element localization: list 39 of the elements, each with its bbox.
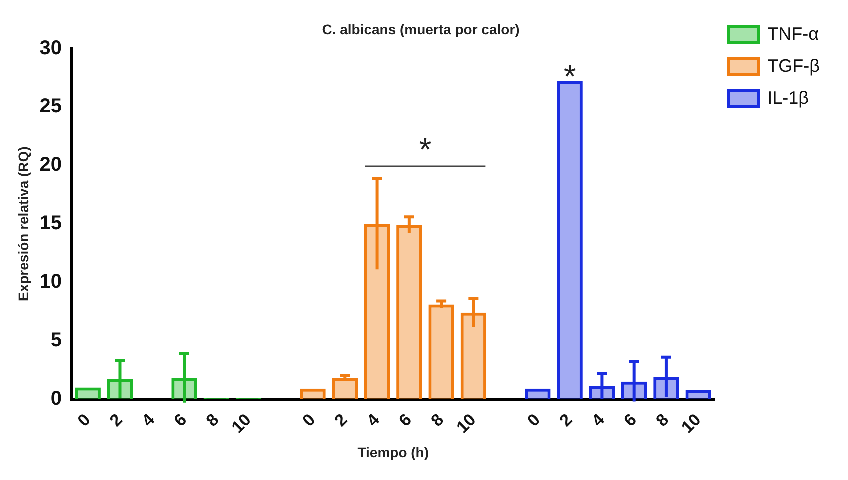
annotation: * <box>419 132 432 168</box>
x-tick-label: 8 <box>428 410 448 430</box>
x-tick-label: 2 <box>331 410 352 430</box>
y-axis-title: Expresión relativa (RQ) <box>15 146 32 302</box>
bar <box>525 388 551 400</box>
x-tick-label: 6 <box>170 410 191 430</box>
legend-label: TGF-β <box>768 56 820 76</box>
legend-label: IL-1β <box>768 88 810 108</box>
x-tick-label: 2 <box>556 410 576 430</box>
bar <box>300 388 326 400</box>
legend-label: TNF-α <box>768 24 820 44</box>
chart-title: C. albicans (muerta por calor) <box>322 21 520 38</box>
y-tick-label: 15 <box>40 212 62 235</box>
y-tick-label: 10 <box>40 271 62 294</box>
bar <box>557 82 583 400</box>
x-tick-label: 10 <box>678 410 705 438</box>
x-axis-title: Tiempo (h) <box>358 444 429 460</box>
x-tick-label: 6 <box>395 410 416 430</box>
x-tick-label: 10 <box>228 410 255 438</box>
x-tick-label: 4 <box>138 410 159 430</box>
y-tick-label: 30 <box>40 37 62 60</box>
x-tick-label: 4 <box>588 410 609 430</box>
y-tick-label: 25 <box>40 96 62 118</box>
x-tick-label: 2 <box>106 410 126 430</box>
x-tick-label: 8 <box>202 410 223 430</box>
bar <box>332 378 358 400</box>
x-tick-label: 0 <box>299 410 320 430</box>
x-tick-label: 4 <box>363 410 384 430</box>
x-tick-label: 8 <box>652 410 673 430</box>
annotation: * <box>564 58 576 95</box>
y-tick-label: 0 <box>50 388 62 410</box>
x-tick-label: 10 <box>453 410 480 438</box>
bar <box>686 390 712 400</box>
y-tick-label: 20 <box>40 154 62 176</box>
x-tick-label: 6 <box>620 410 640 430</box>
y-tick-label: 5 <box>50 329 62 352</box>
bar <box>75 388 101 400</box>
x-tick-label: 0 <box>524 410 544 430</box>
x-tick-label: 0 <box>74 410 94 430</box>
